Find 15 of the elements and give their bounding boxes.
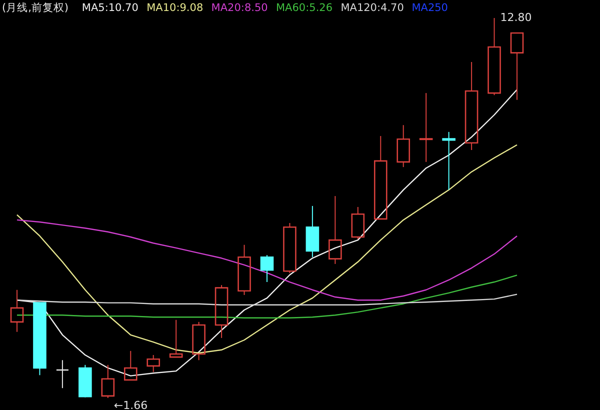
candlestick xyxy=(419,92,433,162)
candlestick xyxy=(464,62,478,151)
text: ←1.66 xyxy=(114,399,148,410)
candlestick xyxy=(56,360,70,389)
text: MA60:5.26 xyxy=(276,2,333,14)
annotation: 12.80 xyxy=(500,11,532,24)
candlestick xyxy=(10,289,24,332)
candlestick xyxy=(328,196,342,264)
text: MA120:4.70 xyxy=(340,2,404,14)
legend-label: MA250 xyxy=(412,2,448,14)
candlestick xyxy=(396,124,410,168)
text: MA5:10.70 xyxy=(82,2,138,14)
text: MA10:9.08 xyxy=(146,2,204,14)
text: MA20:8.50 xyxy=(211,2,268,14)
chart-title: (月线,前复权) xyxy=(2,1,69,14)
